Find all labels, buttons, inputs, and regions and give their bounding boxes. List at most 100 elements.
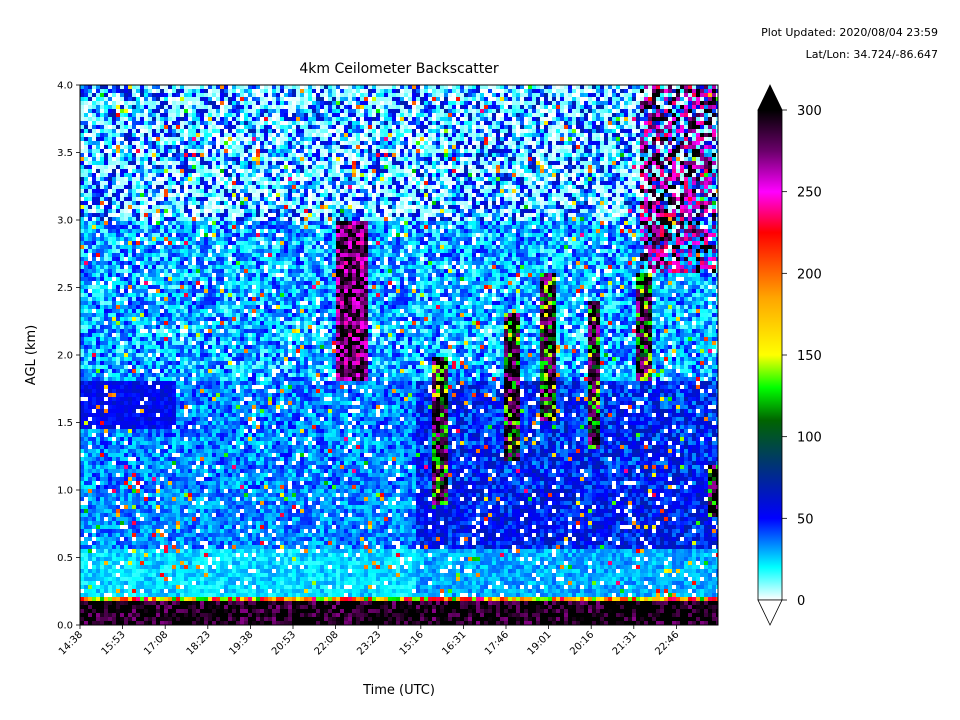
heatmap-cell	[196, 373, 200, 377]
heatmap-cell	[180, 433, 184, 437]
heatmap-cell	[164, 313, 168, 317]
heatmap-cell	[204, 229, 208, 233]
heatmap-cell	[108, 165, 112, 169]
heatmap-cell	[100, 353, 104, 357]
heatmap-cell	[172, 145, 176, 149]
heatmap-cell	[112, 537, 116, 541]
heatmap-cell	[120, 589, 124, 593]
heatmap-cell	[200, 209, 204, 213]
heatmap-cell	[224, 477, 228, 481]
heatmap-cell	[136, 473, 140, 477]
heatmap-cell	[96, 213, 100, 217]
heatmap-cell	[116, 465, 120, 469]
heatmap-cell	[188, 169, 192, 173]
heatmap-cell	[204, 425, 208, 429]
heatmap-cell	[80, 221, 84, 225]
heatmap-cell	[108, 209, 112, 213]
heatmap-cell	[112, 281, 116, 285]
heatmap-cell	[156, 529, 160, 533]
heatmap-cell	[84, 141, 88, 145]
heatmap-cell	[92, 473, 96, 477]
heatmap-cell	[104, 541, 108, 545]
heatmap-cell	[200, 133, 204, 137]
heatmap-cell	[172, 505, 176, 509]
heatmap-cell	[196, 153, 200, 157]
heatmap-cell	[184, 457, 188, 461]
heatmap-cell	[96, 257, 100, 261]
heatmap-cell	[180, 229, 184, 233]
heatmap-cell	[96, 225, 100, 229]
heatmap-cell	[168, 213, 172, 217]
heatmap-cell	[128, 513, 132, 517]
heatmap-cell	[84, 329, 88, 333]
heatmap-cell	[176, 449, 180, 453]
heatmap-cell	[164, 521, 168, 525]
heatmap-cell	[120, 613, 124, 617]
heatmap-cell	[156, 309, 160, 313]
heatmap-cell	[200, 345, 204, 349]
heatmap-cell	[120, 437, 124, 441]
heatmap-cell	[176, 353, 180, 357]
heatmap-cell	[220, 577, 224, 581]
heatmap-cell	[212, 133, 216, 137]
heatmap-cell	[188, 281, 192, 285]
heatmap-cell	[124, 269, 128, 273]
heatmap-cell	[164, 609, 168, 613]
heatmap-cell	[164, 441, 168, 445]
heatmap-cell	[116, 393, 120, 397]
heatmap-cell	[132, 453, 136, 457]
heatmap-cell	[200, 285, 204, 289]
heatmap-cell	[180, 201, 184, 205]
heatmap-cell	[108, 521, 112, 525]
heatmap-cell	[104, 113, 108, 117]
heatmap-cell	[92, 89, 96, 93]
heatmap-cell	[196, 581, 200, 585]
heatmap-cell	[128, 93, 132, 97]
heatmap-cell	[96, 189, 100, 193]
heatmap-cell	[224, 169, 228, 173]
heatmap-cell	[100, 485, 104, 489]
heatmap-cell	[116, 257, 120, 261]
heatmap-cell	[104, 233, 108, 237]
heatmap-cell	[164, 465, 168, 469]
heatmap-cell	[128, 125, 132, 129]
heatmap-cell	[176, 489, 180, 493]
heatmap-cell	[176, 277, 180, 281]
heatmap-cell	[116, 601, 120, 605]
heatmap-cell	[104, 133, 108, 137]
heatmap-cell	[180, 285, 184, 289]
heatmap-cell	[148, 421, 152, 425]
heatmap-cell	[96, 429, 100, 433]
heatmap-cell	[220, 441, 224, 445]
heatmap-cell	[124, 621, 128, 625]
heatmap-cell	[212, 209, 216, 213]
heatmap-cell	[164, 293, 168, 297]
heatmap-cell	[164, 105, 168, 109]
heatmap-cell	[124, 113, 128, 117]
heatmap-cell	[112, 525, 116, 529]
heatmap-cell	[100, 89, 104, 93]
heatmap-cell	[148, 161, 152, 165]
heatmap-cell	[116, 593, 120, 597]
heatmap-cell	[220, 417, 224, 421]
heatmap-cell	[196, 173, 200, 177]
heatmap-cell	[112, 569, 116, 573]
heatmap-cell	[88, 417, 92, 421]
heatmap-cell	[104, 145, 108, 149]
heatmap-cell	[160, 193, 164, 197]
heatmap-cell	[176, 145, 180, 149]
heatmap-cell	[132, 137, 136, 141]
heatmap-cell	[144, 221, 148, 225]
heatmap-cell	[168, 281, 172, 285]
heatmap-cell	[136, 241, 140, 245]
heatmap-cell	[132, 237, 136, 241]
heatmap-cell	[132, 613, 136, 617]
heatmap-cell	[104, 289, 108, 293]
heatmap-cell	[216, 249, 220, 253]
heatmap-cell	[204, 593, 208, 597]
heatmap-cell	[216, 509, 220, 513]
heatmap-cell	[88, 197, 92, 201]
heatmap-cell	[140, 509, 144, 513]
heatmap-cell	[104, 525, 108, 529]
heatmap-cell	[92, 609, 96, 613]
